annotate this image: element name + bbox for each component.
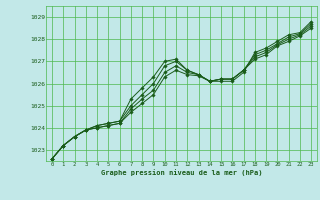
X-axis label: Graphe pression niveau de la mer (hPa): Graphe pression niveau de la mer (hPa) (101, 169, 262, 176)
